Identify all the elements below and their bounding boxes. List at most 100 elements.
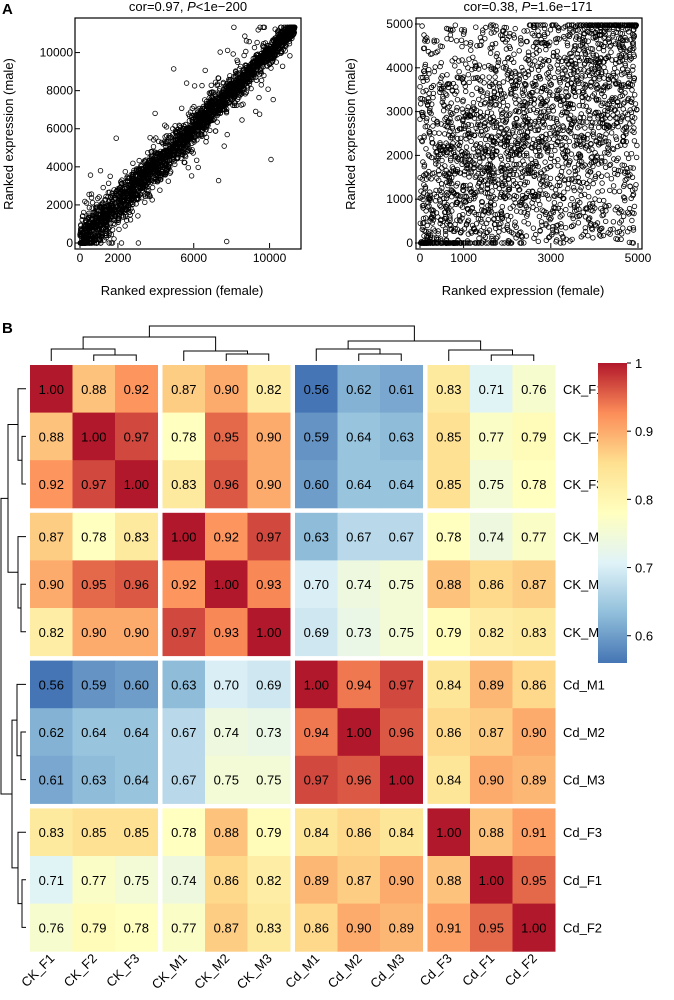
scatter-point (109, 203, 115, 210)
scatter-point (500, 79, 507, 85)
scatter-point (584, 119, 590, 125)
scatter-point (576, 134, 582, 140)
scatter-point (115, 219, 121, 226)
scatter-point (560, 97, 566, 104)
scatter-point (498, 32, 504, 38)
scatter-point (596, 197, 602, 203)
scatter-point (275, 31, 281, 38)
scatter-point (573, 36, 579, 42)
scatter-point (130, 195, 136, 201)
scatter-point (419, 23, 425, 29)
scatter-point (569, 195, 575, 202)
scatter-point (626, 29, 632, 35)
scatter-point (100, 184, 106, 191)
scatter-point (604, 122, 610, 129)
scatter-point (620, 114, 626, 120)
scatter-point (446, 81, 453, 87)
scatter-point (185, 147, 192, 153)
scatter-point (487, 50, 494, 56)
scatter-point (430, 226, 436, 232)
scatter-point (99, 226, 105, 233)
scatter-point (148, 169, 154, 176)
scatter-point (589, 119, 596, 126)
scatter-point (506, 184, 512, 190)
scatter-point (575, 197, 581, 204)
scatter-point (541, 100, 547, 106)
scatter-point (556, 179, 563, 186)
scatter-point (549, 124, 555, 131)
scatter-point (584, 180, 590, 187)
scatter-point (512, 219, 518, 225)
scatter-point (554, 53, 560, 59)
scatter-point (427, 197, 433, 204)
scatter-point (221, 106, 228, 112)
scatter-point (511, 120, 517, 127)
scatter-point (589, 154, 595, 160)
scatter-point (617, 22, 624, 28)
scatter-point (547, 39, 553, 45)
scatter-point (112, 191, 119, 197)
scatter-point (280, 35, 286, 42)
scatter-point (615, 143, 621, 150)
scatter-point (165, 164, 171, 170)
scatter-point (547, 89, 553, 95)
scatter-point (472, 174, 478, 180)
scatter-point (124, 200, 130, 206)
scatter-point (119, 181, 125, 187)
scatter-point (587, 112, 593, 119)
scatter-point (520, 158, 526, 164)
scatter-point (514, 82, 521, 89)
scatter-point (460, 98, 466, 105)
scatter-point (145, 180, 151, 186)
scatter-point (206, 116, 212, 123)
scatter-point (447, 109, 454, 116)
scatter-point (124, 207, 130, 213)
scatter-point (525, 49, 532, 55)
scatter-point (488, 95, 494, 102)
scatter-point (621, 195, 628, 201)
panel-a-label: A (2, 1, 13, 18)
scatter-point (588, 124, 594, 130)
scatter-point (628, 150, 635, 157)
scatter-point (449, 124, 456, 130)
scatter-point (601, 75, 607, 81)
scatter-point (595, 84, 601, 91)
scatter-point (106, 217, 112, 223)
scatter-point (496, 229, 502, 235)
scatter-point (503, 106, 510, 112)
scatter-point (176, 122, 182, 128)
scatter-point (468, 39, 474, 46)
scatter-point (445, 207, 451, 213)
scatter-point (244, 75, 250, 82)
y-tick-label: 4000 (46, 160, 73, 174)
scatter-point (279, 49, 285, 55)
scatter-point (421, 134, 427, 141)
scatter-point (547, 181, 553, 188)
scatter-point (475, 122, 481, 128)
scatter-point (610, 226, 616, 232)
scatter-point (531, 196, 537, 202)
scatter-point (485, 164, 491, 171)
scatter-point (623, 131, 629, 137)
scatter-point (601, 197, 607, 204)
scatter-point (631, 105, 637, 111)
scatter-point (595, 109, 601, 116)
scatter-point (572, 171, 579, 178)
scatter-point (621, 162, 627, 169)
scatter-point (96, 194, 102, 200)
scatter-point (556, 87, 562, 94)
scatter-point (575, 178, 581, 185)
scatter-point (537, 187, 543, 193)
scatter-point (148, 153, 155, 160)
scatter-point (522, 117, 528, 123)
scatter-point (140, 188, 147, 195)
scatter-point (587, 178, 593, 184)
scatter-point (420, 113, 426, 119)
scatter-left-xlabel: Ranked expression (female) (101, 283, 264, 298)
scatter-point (481, 224, 487, 231)
scatter-point (526, 188, 532, 195)
scatter-point (532, 58, 538, 64)
scatter-point (167, 153, 174, 160)
scatter-point (548, 81, 555, 88)
scatter-point (233, 102, 240, 108)
